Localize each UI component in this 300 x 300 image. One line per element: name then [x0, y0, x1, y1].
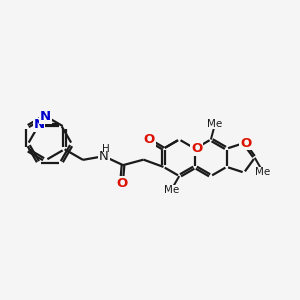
Text: Me: Me: [164, 185, 179, 196]
Text: N: N: [33, 118, 44, 131]
Text: O: O: [143, 133, 155, 146]
Text: Me: Me: [207, 119, 222, 129]
Text: O: O: [116, 177, 128, 190]
Text: Me: Me: [255, 167, 271, 177]
Text: O: O: [191, 142, 202, 155]
Text: H: H: [102, 144, 110, 154]
Text: O: O: [240, 136, 251, 149]
Text: N: N: [99, 150, 109, 163]
Text: N: N: [40, 110, 51, 123]
